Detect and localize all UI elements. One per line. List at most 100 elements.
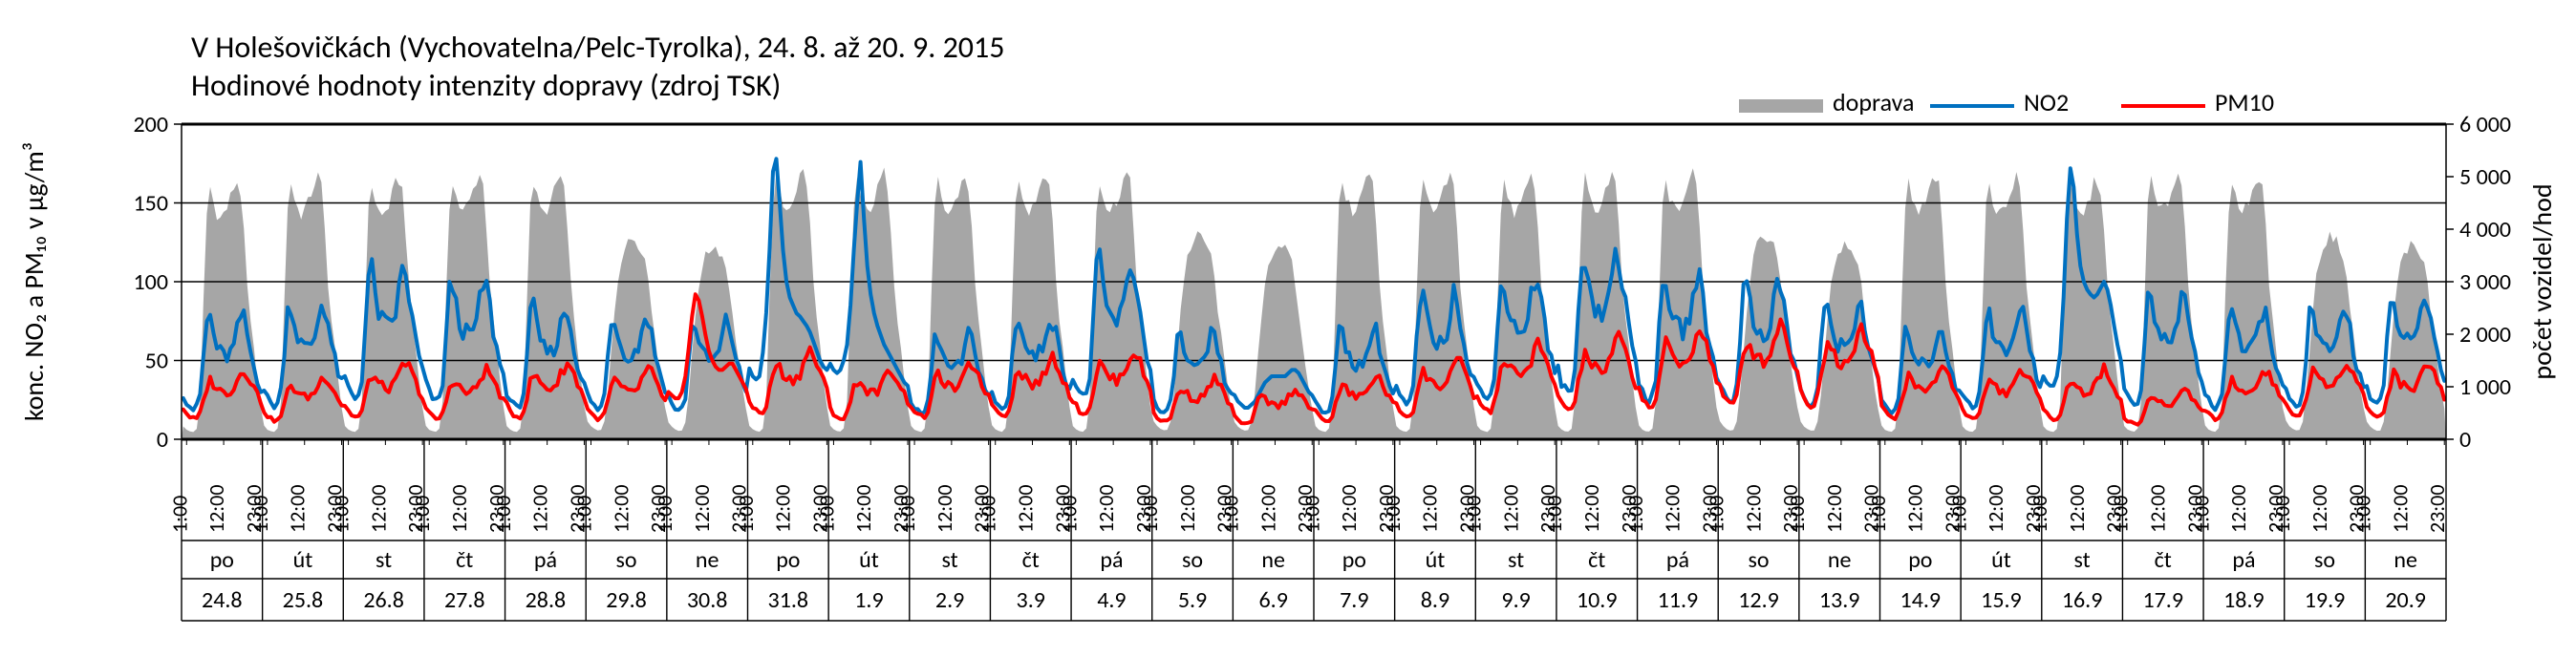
left-axis-tick-label: 200 bbox=[134, 111, 169, 138]
x-hour-label: 1:00 bbox=[2108, 496, 2134, 533]
x-hour-label: 12:00 bbox=[2064, 485, 2090, 534]
x-dow-label: út bbox=[859, 546, 879, 574]
x-hour-label: 12:00 bbox=[1740, 485, 1766, 534]
x-date-label: 12.9 bbox=[1738, 586, 1779, 614]
x-date-label: 10.9 bbox=[1577, 586, 1618, 614]
x-hour-label: 1:00 bbox=[976, 496, 1001, 533]
x-hour-label: 12:00 bbox=[527, 485, 553, 534]
x-dow-label: st bbox=[376, 546, 392, 574]
x-dow-label: út bbox=[1426, 546, 1446, 574]
x-dow-label: ne bbox=[1828, 546, 1852, 574]
x-dow-label: út bbox=[293, 546, 313, 574]
x-dow-label: so bbox=[2314, 546, 2335, 574]
x-dow-label: pá bbox=[2232, 546, 2255, 574]
x-hour-label: 1:00 bbox=[166, 496, 192, 533]
x-hour-label: 12:00 bbox=[1660, 485, 1685, 534]
left-axis-tick-label: 0 bbox=[157, 426, 168, 454]
x-dow-label: pá bbox=[1666, 546, 1689, 574]
x-hour-label: 12:00 bbox=[1336, 485, 1362, 534]
right-axis-tick-label: 3 000 bbox=[2459, 268, 2511, 296]
x-date-label: 25.8 bbox=[283, 586, 324, 614]
x-date-label: 28.8 bbox=[526, 586, 567, 614]
x-dow-label: po bbox=[1908, 546, 1932, 574]
x-dow-label: čt bbox=[2155, 546, 2172, 574]
x-hour-label: 12:00 bbox=[1255, 485, 1280, 534]
right-axis-label: počet vozidel/hod bbox=[2525, 183, 2559, 379]
x-date-label: 27.8 bbox=[444, 586, 485, 614]
x-hour-label: 1:00 bbox=[1218, 496, 1244, 533]
legend-swatch-doprava bbox=[1739, 99, 1823, 113]
left-axis-tick-label: 150 bbox=[134, 190, 169, 218]
x-date-label: 24.8 bbox=[202, 586, 243, 614]
x-hour-label: 1:00 bbox=[1541, 496, 1567, 533]
x-hour-label: 1:00 bbox=[1299, 496, 1324, 533]
chart-title-line1: V Holešovičkách (Vychovatelna/Pelc-Tyrol… bbox=[191, 29, 1004, 66]
x-hour-label: 12:00 bbox=[204, 485, 229, 534]
x-hour-label: 12:00 bbox=[1578, 485, 1604, 534]
x-hour-label: 12:00 bbox=[1983, 485, 2008, 534]
x-hour-label: 12:00 bbox=[1417, 485, 1443, 534]
x-hour-label: 1:00 bbox=[490, 496, 516, 533]
x-dow-label: ne bbox=[696, 546, 719, 574]
x-hour-label: 12:00 bbox=[1174, 485, 1200, 534]
x-hour-label: 23:00 bbox=[2424, 485, 2450, 534]
x-dow-label: pá bbox=[534, 546, 557, 574]
x-date-label: 3.9 bbox=[1017, 586, 1045, 614]
x-hour-label: 1:00 bbox=[1784, 496, 1810, 533]
x-hour-label: 1:00 bbox=[2269, 496, 2295, 533]
x-dow-label: pá bbox=[1100, 546, 1123, 574]
x-date-label: 16.9 bbox=[2062, 586, 2103, 614]
x-hour-label: 1:00 bbox=[1137, 496, 1163, 533]
right-axis-tick-label: 1 000 bbox=[2459, 373, 2511, 401]
x-date-label: 30.8 bbox=[687, 586, 728, 614]
x-date-label: 9.9 bbox=[1501, 586, 1530, 614]
x-hour-label: 12:00 bbox=[932, 484, 957, 533]
x-hour-label: 1:00 bbox=[1622, 496, 1648, 533]
right-axis-tick-label: 0 bbox=[2459, 426, 2471, 454]
x-hour-label: 12:00 bbox=[2307, 485, 2332, 534]
x-dow-label: st bbox=[1508, 546, 1524, 574]
x-hour-label: 1:00 bbox=[1865, 496, 1891, 533]
x-date-label: 4.9 bbox=[1097, 586, 1126, 614]
x-dow-label: st bbox=[942, 546, 958, 574]
x-hour-label: 12:00 bbox=[1013, 485, 1039, 534]
x-hour-label: 1:00 bbox=[652, 496, 677, 533]
x-hour-label: 1:00 bbox=[1056, 496, 1082, 533]
x-date-label: 5.9 bbox=[1178, 586, 1207, 614]
x-hour-label: 12:00 bbox=[1902, 484, 1928, 533]
x-hour-label: 1:00 bbox=[409, 496, 435, 533]
x-dow-label: ne bbox=[1261, 546, 1285, 574]
x-date-label: 8.9 bbox=[1421, 586, 1449, 614]
x-dow-label: ne bbox=[2394, 546, 2417, 574]
right-axis-tick-label: 2 000 bbox=[2459, 321, 2511, 349]
x-date-label: 19.9 bbox=[2305, 586, 2346, 614]
x-hour-label: 12:00 bbox=[2145, 485, 2171, 534]
x-hour-label: 1:00 bbox=[329, 496, 354, 533]
x-hour-label: 12:00 bbox=[770, 485, 796, 534]
x-date-label: 18.9 bbox=[2223, 586, 2265, 614]
x-dow-label: čt bbox=[456, 546, 473, 574]
chart-title-line2: Hodinové hodnoty intenzity dopravy (zdro… bbox=[191, 67, 781, 104]
legend-label-doprava: doprava bbox=[1833, 87, 1914, 117]
x-hour-label: 12:00 bbox=[850, 485, 876, 534]
x-hour-label: 12:00 bbox=[365, 485, 391, 534]
x-hour-label: 12:00 bbox=[1093, 485, 1119, 534]
left-axis-label: konc. NO₂ a PM₁₀ v µg/m³ bbox=[17, 142, 51, 421]
legend-label-no2: NO2 bbox=[2024, 87, 2069, 117]
x-dow-label: po bbox=[1342, 546, 1366, 574]
x-date-label: 17.9 bbox=[2142, 586, 2183, 614]
x-hour-label: 12:00 bbox=[285, 485, 311, 534]
x-dow-label: po bbox=[776, 546, 800, 574]
x-hour-label: 1:00 bbox=[1704, 496, 1729, 533]
x-hour-label: 1:00 bbox=[1380, 496, 1406, 533]
x-hour-label: 1:00 bbox=[2188, 496, 2214, 533]
x-dow-label: út bbox=[1991, 546, 2011, 574]
x-hour-label: 12:00 bbox=[2225, 485, 2251, 534]
x-date-label: 1.9 bbox=[854, 586, 883, 614]
x-date-label: 20.9 bbox=[2385, 586, 2426, 614]
x-date-label: 31.8 bbox=[768, 586, 809, 614]
x-hour-label: 1:00 bbox=[1945, 496, 1971, 533]
x-hour-label: 1:00 bbox=[733, 496, 759, 533]
left-axis-tick-label: 100 bbox=[134, 268, 169, 296]
x-hour-label: 12:00 bbox=[1821, 485, 1847, 534]
